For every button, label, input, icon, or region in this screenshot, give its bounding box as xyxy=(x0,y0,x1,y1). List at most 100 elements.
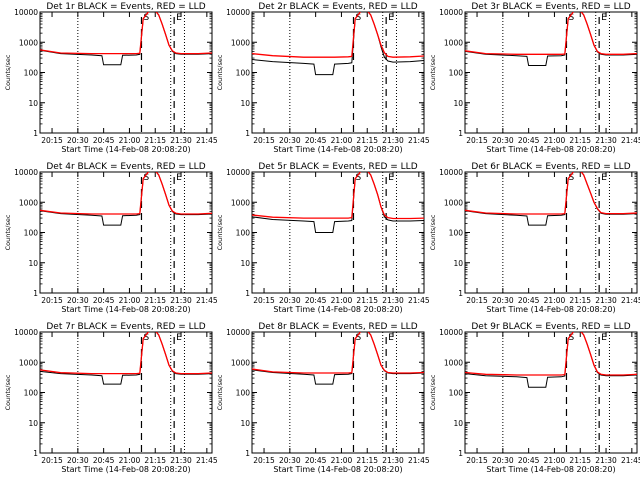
panel-6-ytick-label: 1000 xyxy=(444,198,463,207)
panel-4-xtick-label: 21:15 xyxy=(144,296,166,305)
panel-3-ytick-label: 10 xyxy=(453,99,463,108)
panel-7-title: Det 7r BLACK = Events, RED = LLD xyxy=(46,322,205,332)
panel-3-xtick-label: 20:45 xyxy=(518,136,540,145)
panel-4-frame xyxy=(39,171,213,294)
panel-4-xlabel: Start Time (14-Feb-08 20:08:20) xyxy=(61,305,190,314)
panel-4-title: Det 4r BLACK = Events, RED = LLD xyxy=(46,162,205,172)
panel-8-ylabel: Counts/sec xyxy=(216,374,224,410)
panel-1-marker: S xyxy=(143,13,149,23)
panel-1-ytick-label: 1 xyxy=(33,129,38,138)
panel-3-marker: S xyxy=(568,13,574,23)
panel-2-ytick-label: 1 xyxy=(245,129,250,138)
panel-5-ytick-label: 10 xyxy=(240,259,250,268)
panel-3-xtick-label: 21:30 xyxy=(595,136,617,145)
panel-6-ytick-label: 10 xyxy=(453,259,463,268)
panel-3-frame xyxy=(464,11,638,134)
panel-7-series-black xyxy=(40,332,212,385)
panel-6-ytick-label: 100 xyxy=(449,229,464,238)
panel-4-xtick-label: 21:30 xyxy=(170,296,192,305)
panel-8-series-red xyxy=(252,332,424,374)
panel-2-marker: S xyxy=(355,13,361,23)
panel-2-xtick-label: 20:30 xyxy=(279,136,301,145)
panel-9-xtick-label: 20:45 xyxy=(518,456,540,465)
panel-3-xtick-label: 21:45 xyxy=(621,136,640,145)
panel-1-xtick-label: 20:30 xyxy=(67,136,89,145)
panel-4-xtick-label: 21:00 xyxy=(119,296,141,305)
panel-6-xtick-label: 21:45 xyxy=(621,296,640,305)
panel-6-marker: E xyxy=(601,173,607,183)
panel-9-marker: E xyxy=(601,333,607,343)
panel-7-ytick-label: 10000 xyxy=(14,328,38,337)
panel-8-frame xyxy=(251,331,425,454)
panel-8-xtick-label: 21:15 xyxy=(356,456,378,465)
panel-7-xlabel: Start Time (14-Feb-08 20:08:20) xyxy=(61,465,190,474)
panel-9-xtick-label: 21:15 xyxy=(569,456,591,465)
panel-8-title: Det 8r BLACK = Events, RED = LLD xyxy=(258,322,417,332)
panel-1-xtick-label: 20:45 xyxy=(93,136,115,145)
panel-5-marker: E xyxy=(388,173,394,183)
panel-2-xlabel: Start Time (14-Feb-08 20:08:20) xyxy=(273,145,402,154)
panel-4-xtick-label: 20:30 xyxy=(67,296,89,305)
panel-1-ytick-label: 10 xyxy=(28,99,38,108)
panel-9-frame xyxy=(464,331,638,454)
panel-8-ytick-label: 10000 xyxy=(226,328,250,337)
panel-3-ylabel: Counts/sec xyxy=(429,54,437,90)
panel-3-title: Det 3r BLACK = Events, RED = LLD xyxy=(471,2,630,12)
panel-7-series-red xyxy=(40,332,212,375)
panel-5-xtick-label: 21:00 xyxy=(331,296,353,305)
panel-7-xtick-label: 21:30 xyxy=(170,456,192,465)
panel-9-xtick-label: 21:30 xyxy=(595,456,617,465)
panel-9-xlabel: Start Time (14-Feb-08 20:08:20) xyxy=(486,465,615,474)
panel-9-xtick-label: 20:15 xyxy=(466,456,488,465)
panel-8-xtick-label: 20:45 xyxy=(305,456,327,465)
panel-1-xtick-label: 21:45 xyxy=(196,136,218,145)
panel-4-xtick-label: 20:15 xyxy=(41,296,63,305)
panel-7-ytick-label: 1 xyxy=(33,449,38,458)
panel-2-xtick-label: 21:30 xyxy=(382,136,404,145)
panel-7-xtick-label: 20:30 xyxy=(67,456,89,465)
panel-2-xtick-label: 20:15 xyxy=(253,136,275,145)
panel-6-ylabel: Counts/sec xyxy=(429,214,437,250)
panel-7-ytick-label: 100 xyxy=(24,389,39,398)
panel-9-marker: S xyxy=(568,333,574,343)
panel-8-xtick-label: 20:15 xyxy=(253,456,275,465)
panel-9-ytick-label: 1000 xyxy=(444,358,463,367)
panel-5-xtick-label: 21:45 xyxy=(408,296,430,305)
panel-4-ylabel: Counts/sec xyxy=(4,214,12,250)
panel-5-ytick-label: 100 xyxy=(236,229,251,238)
panel-1-marker: E xyxy=(176,13,182,23)
panel-8-marker: S xyxy=(355,333,361,343)
panel-4-xtick-label: 21:45 xyxy=(196,296,218,305)
panel-6-marker: S xyxy=(568,173,574,183)
panel-4-series-black xyxy=(40,172,212,226)
panel-7-marker: S xyxy=(143,333,149,343)
panel-1-ytick-label: 10000 xyxy=(14,8,38,17)
panel-6-xtick-label: 21:30 xyxy=(595,296,617,305)
panel-2-ytick-label: 10000 xyxy=(226,8,250,17)
panel-3-ytick-label: 100 xyxy=(449,69,464,78)
panel-3-xtick-label: 21:00 xyxy=(544,136,566,145)
panel-1-ytick-label: 100 xyxy=(24,69,39,78)
panel-1-xtick-label: 21:00 xyxy=(119,136,141,145)
panel-7-ylabel: Counts/sec xyxy=(4,374,12,410)
panel-6-xtick-label: 21:15 xyxy=(569,296,591,305)
panel-3-ytick-label: 1000 xyxy=(444,38,463,47)
panel-8-xlabel: Start Time (14-Feb-08 20:08:20) xyxy=(273,465,402,474)
panel-4-xtick-label: 20:45 xyxy=(93,296,115,305)
panel-5-ytick-label: 1 xyxy=(245,289,250,298)
panel-2-xtick-label: 21:15 xyxy=(356,136,378,145)
panel-7-xtick-label: 20:45 xyxy=(93,456,115,465)
panel-3-marker: E xyxy=(601,13,607,23)
panel-9-series-black xyxy=(465,332,637,388)
panel-7-xtick-label: 21:00 xyxy=(119,456,141,465)
panel-2-xtick-label: 20:45 xyxy=(305,136,327,145)
panel-9-ytick-label: 10 xyxy=(453,419,463,428)
panel-3-series-red xyxy=(465,12,637,55)
panel-7-frame xyxy=(39,331,213,454)
panel-1-series-black xyxy=(40,12,212,66)
panel-4-ytick-label: 10000 xyxy=(14,168,38,177)
panel-6-ytick-label: 1 xyxy=(458,289,463,298)
panel-9-ytick-label: 100 xyxy=(449,389,464,398)
panel-4-marker: S xyxy=(143,173,149,183)
